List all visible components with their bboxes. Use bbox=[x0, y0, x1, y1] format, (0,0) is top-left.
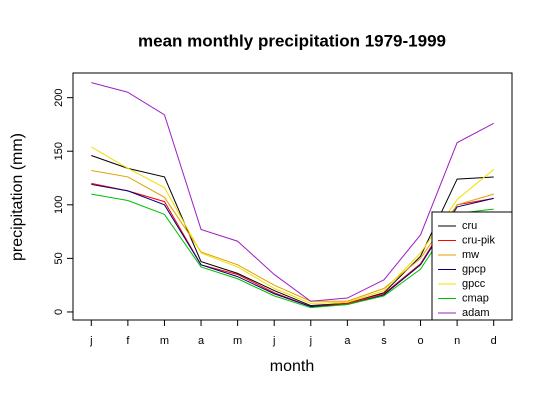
x-tick-label: a bbox=[198, 335, 205, 347]
series-line bbox=[91, 146, 495, 304]
x-tick-label: j bbox=[272, 335, 275, 347]
x-tick-label: d bbox=[491, 335, 497, 347]
x-tick-label: a bbox=[344, 335, 351, 347]
legend-label: cru-pik bbox=[462, 234, 496, 246]
y-tick-label: 200 bbox=[53, 88, 65, 106]
series-line bbox=[91, 182, 494, 308]
x-tick-label: n bbox=[454, 335, 460, 347]
series-line bbox=[91, 82, 494, 302]
y-tick-label: 150 bbox=[53, 142, 65, 160]
x-tick-label: f bbox=[126, 335, 130, 347]
x-tick-label: m bbox=[233, 335, 242, 347]
y-axis-label: precipitation (mm) bbox=[9, 133, 26, 261]
legend-label: gpcc bbox=[462, 278, 486, 290]
y-tick-label: 100 bbox=[53, 196, 65, 214]
plot-frame bbox=[72, 72, 513, 321]
x-tick-label: j bbox=[89, 335, 92, 347]
x-tick-label: o bbox=[417, 335, 423, 347]
x-axis-label: month bbox=[270, 358, 314, 375]
legend-label: cmap bbox=[462, 292, 489, 304]
series-line bbox=[91, 183, 494, 308]
legend-label: gpcp bbox=[462, 263, 486, 275]
series-line bbox=[91, 193, 494, 309]
legend-label: adam bbox=[462, 307, 490, 319]
y-tick-label: 50 bbox=[53, 252, 65, 264]
series-line bbox=[91, 170, 494, 302]
x-tick-label: j bbox=[309, 335, 312, 347]
y-tick-label: 0 bbox=[53, 309, 65, 315]
legend-box bbox=[431, 211, 513, 321]
x-tick-label: m bbox=[160, 335, 169, 347]
legend-label: cru bbox=[462, 220, 477, 232]
x-tick-label: s bbox=[381, 335, 387, 347]
chart-title: mean monthly precipitation 1979-1999 bbox=[138, 31, 446, 50]
legend-label: mw bbox=[462, 249, 479, 261]
